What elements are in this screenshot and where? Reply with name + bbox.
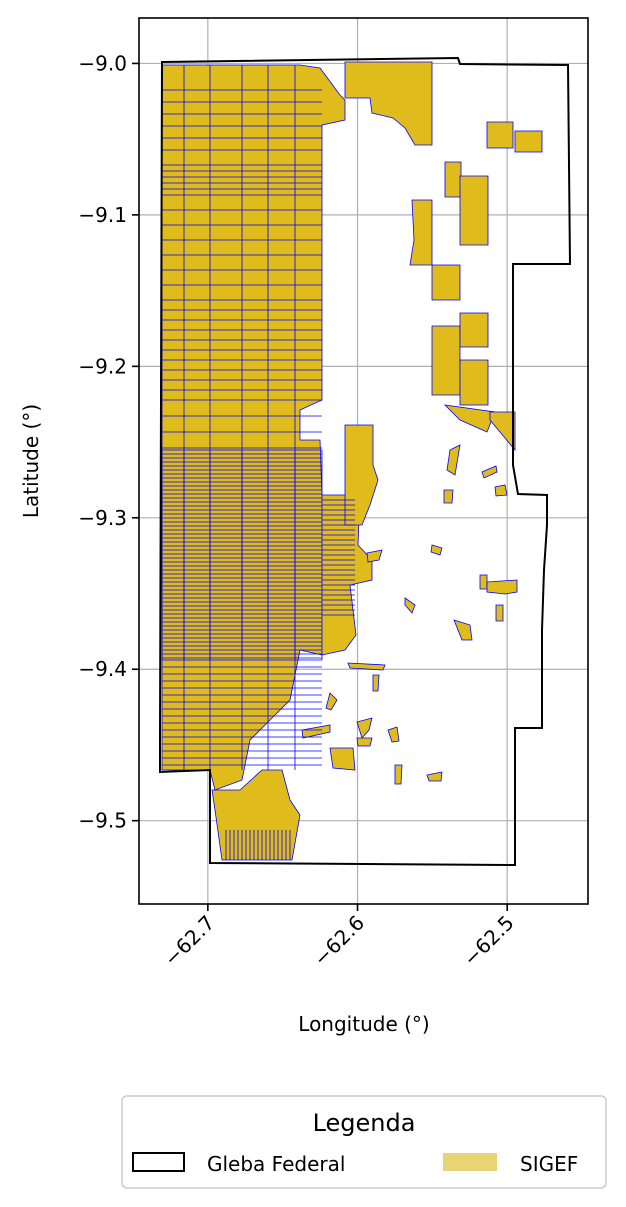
legend-swatch-gleba <box>132 1152 185 1172</box>
sigef-parcel <box>446 444 461 476</box>
sigef-parcel <box>489 411 516 452</box>
sigef-parcel <box>443 489 454 504</box>
sigef-parcel <box>431 264 461 301</box>
sigef-parcel <box>495 604 504 622</box>
sigef-parcel <box>329 747 356 771</box>
x-tick-label: −62.7 <box>159 911 219 971</box>
legend-label-gleba: Gleba Federal <box>207 1152 345 1176</box>
sigef-parcel <box>426 771 443 782</box>
sigef-parcel <box>366 549 383 563</box>
x-tick-label: −62.6 <box>309 911 369 971</box>
sigef-parcel <box>486 121 514 149</box>
sigef-parcel <box>459 359 489 406</box>
sigef-parcel <box>356 717 373 739</box>
legend-title: Legenda <box>313 1109 416 1137</box>
sigef-parcel <box>301 724 331 739</box>
sigef-parcel <box>479 574 488 590</box>
sigef-parcel <box>444 161 462 198</box>
y-tick-label: −9.0 <box>78 51 127 75</box>
sigef-parcel <box>459 175 489 246</box>
sigef-parcel <box>404 597 416 614</box>
sigef-parcel <box>459 312 489 348</box>
sigef-parcel <box>494 484 508 497</box>
y-tick-label: −9.2 <box>78 354 127 378</box>
sigef-parcel <box>486 579 518 595</box>
sigef-parcel <box>347 662 386 671</box>
y-tick-label: −9.3 <box>78 506 127 530</box>
x-axis-title: Longitude (°) <box>298 1012 429 1036</box>
sigef-parcel <box>325 692 338 711</box>
sigef-parcels <box>161 61 543 861</box>
sigef-parcel <box>394 764 403 785</box>
gleba-federal-outline <box>159 56 572 867</box>
sigef-parcel <box>443 404 496 433</box>
sigef-parcel <box>356 737 373 747</box>
sigef-parcel <box>430 544 443 556</box>
sigef-parcel-divisions <box>161 65 355 860</box>
sigef-parcel <box>481 465 498 479</box>
x-tick-label: −62.5 <box>458 911 518 971</box>
sigef-parcel <box>431 325 461 396</box>
legend-label-sigef: SIGEF <box>520 1152 578 1176</box>
y-tick-label: −9.4 <box>78 657 127 681</box>
y-tick-label: −9.1 <box>78 203 127 227</box>
sigef-parcel <box>453 619 473 641</box>
y-axis-ticks: −9.0 −9.1 −9.2 −9.3 −9.4 −9.5 <box>78 51 139 833</box>
sigef-parcel <box>372 674 380 692</box>
legend: Legenda Gleba Federal SIGEF <box>121 1095 607 1189</box>
legend-swatch-sigef <box>443 1153 497 1171</box>
y-axis-title: Latitude (°) <box>19 404 43 518</box>
y-tick-label: −9.5 <box>78 809 127 833</box>
sigef-parcel <box>409 199 433 266</box>
axes-frame <box>138 17 589 905</box>
sigef-north-strip <box>344 61 433 146</box>
sigef-parcel <box>514 130 543 153</box>
sigef-parcel <box>387 726 400 743</box>
x-axis-ticks: −62.7 −62.6 −62.5 <box>159 904 519 971</box>
